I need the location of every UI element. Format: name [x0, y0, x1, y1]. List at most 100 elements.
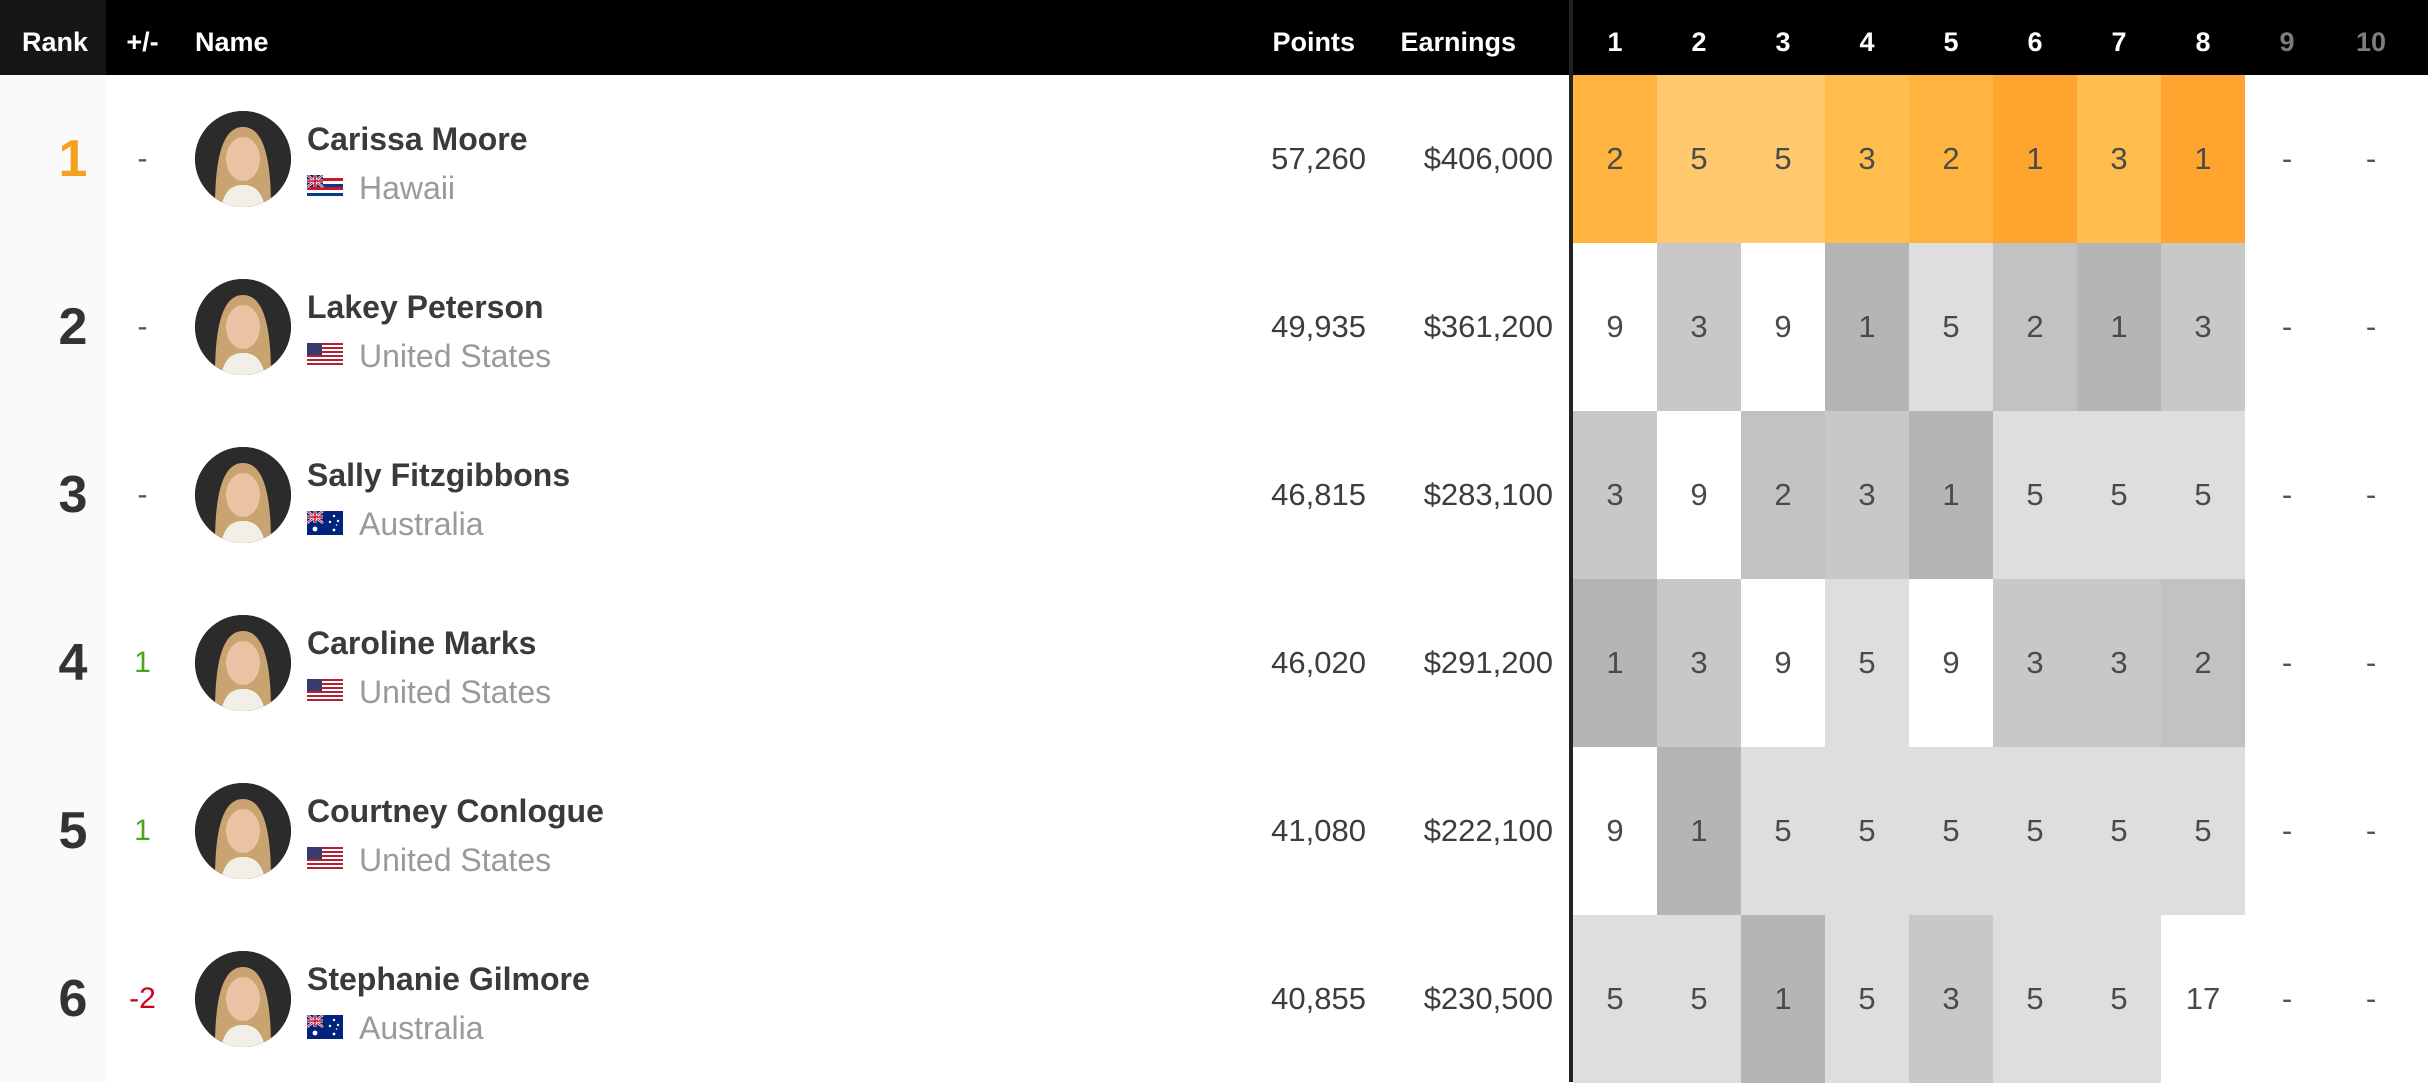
event-result-cell[interactable]: 3: [1993, 579, 2077, 747]
rank-header-background: [0, 0, 106, 75]
event-result-cell[interactable]: 2: [2161, 579, 2245, 747]
event-result-cell[interactable]: 5: [2161, 747, 2245, 915]
event-result-cell[interactable]: 5: [1993, 411, 2077, 579]
athlete-name[interactable]: Stephanie Gilmore: [307, 961, 590, 997]
event-9-column-header[interactable]: 9: [2279, 27, 2295, 57]
event-result-cell[interactable]: 5: [1993, 747, 2077, 915]
event-result-cell[interactable]: 2: [1741, 411, 1825, 579]
event-result-cell[interactable]: 3: [1573, 411, 1657, 579]
event-result-cell[interactable]: 1: [1741, 915, 1825, 1083]
event-7-column-header[interactable]: 7: [2111, 27, 2127, 57]
event-result-cell[interactable]: 1: [1825, 243, 1909, 411]
event-4-column-header[interactable]: 4: [1859, 27, 1875, 57]
athlete-avatar[interactable]: [195, 783, 291, 879]
athlete-name[interactable]: Sally Fitzgibbons: [307, 457, 571, 493]
event-result-cell[interactable]: 5: [2077, 915, 2161, 1083]
rank-change: 1: [134, 646, 151, 679]
athlete-name[interactable]: Caroline Marks: [307, 625, 537, 661]
rank-value: 4: [58, 634, 88, 692]
event-result-cell[interactable]: 1: [1993, 75, 2077, 243]
event-1-column-header[interactable]: 1: [1607, 27, 1623, 57]
event-result-cell[interactable]: 5: [1993, 915, 2077, 1083]
event-result-cell[interactable]: 9: [1573, 747, 1657, 915]
earnings-column-header[interactable]: Earnings: [1400, 27, 1516, 57]
event-result-cell[interactable]: 3: [2161, 243, 2245, 411]
event-result-cell[interactable]: 5: [2077, 411, 2161, 579]
event-result-cell[interactable]: 5: [1657, 75, 1741, 243]
event-result-cell[interactable]: -: [2281, 645, 2293, 680]
event-result-cell[interactable]: -: [2365, 141, 2377, 176]
rank-column-header[interactable]: Rank: [21, 27, 89, 57]
event-result-cell[interactable]: -: [2281, 309, 2293, 344]
event-result-cell[interactable]: 2: [1993, 243, 2077, 411]
athlete-name[interactable]: Lakey Peterson: [307, 289, 544, 325]
event-result-cell[interactable]: 1: [1573, 579, 1657, 747]
table-row[interactable]: 3 - Sally Fitzgibbons Australia 46,815 $283,1…: [0, 411, 2428, 579]
event-8-column-header[interactable]: 8: [2195, 27, 2211, 57]
event-10-column-header[interactable]: 10: [2355, 27, 2387, 57]
event-result-cell[interactable]: 5: [1909, 243, 1993, 411]
event-result-cell[interactable]: 5: [2161, 411, 2245, 579]
event-result-cell[interactable]: 3: [1909, 915, 1993, 1083]
points-column-header[interactable]: Points: [1272, 27, 1355, 57]
event-result-cell[interactable]: -: [2281, 981, 2293, 1016]
event-result-cell[interactable]: 9: [1909, 579, 1993, 747]
event-6-column-header[interactable]: 6: [2027, 27, 2043, 57]
event-result-cell[interactable]: -: [2365, 309, 2377, 344]
results-divider: [1569, 0, 1573, 1082]
event-result-cell[interactable]: 3: [1657, 579, 1741, 747]
table-row[interactable]: 6 -2 Stephanie Gilmore Australia 40,855 $230,…: [0, 915, 2428, 1083]
event-result-cell[interactable]: 2: [1573, 75, 1657, 243]
athlete-avatar[interactable]: [195, 615, 291, 711]
table-row[interactable]: 1- Carissa Moore Hawaii 57,260 $406,000 2 5 5 3 2…: [0, 75, 2428, 243]
name-column-header[interactable]: Name: [195, 27, 269, 57]
athlete-avatar[interactable]: [195, 279, 291, 375]
change-column-header[interactable]: +/-: [126, 27, 159, 57]
event-result-cell[interactable]: 5: [1741, 75, 1825, 243]
hawaii-flag-icon: [307, 175, 343, 199]
table-row[interactable]: 2 - Lakey Peterson United States 49,935 $361,…: [0, 243, 2428, 411]
event-result-cell[interactable]: 5: [1657, 915, 1741, 1083]
event-result-cell[interactable]: 3: [2077, 579, 2161, 747]
event-result-cell[interactable]: -: [2281, 813, 2293, 848]
event-result-cell[interactable]: 5: [1909, 747, 1993, 915]
event-5-column-header[interactable]: 5: [1943, 27, 1959, 57]
country-label: United States: [359, 842, 552, 878]
table-row[interactable]: 4 1 Caroline Marks United States 46,020 $291,…: [0, 579, 2428, 747]
event-3-column-header[interactable]: 3: [1775, 27, 1791, 57]
athlete-name[interactable]: Carissa Moore: [307, 121, 528, 157]
event-result-cell[interactable]: -: [2281, 477, 2293, 512]
event-result-cell[interactable]: 1: [2161, 75, 2245, 243]
event-result-cell[interactable]: 9: [1741, 243, 1825, 411]
event-result-cell[interactable]: 5: [1741, 747, 1825, 915]
event-result-cell[interactable]: 3: [1825, 411, 1909, 579]
event-result-cell[interactable]: 9: [1657, 411, 1741, 579]
event-result-cell[interactable]: 3: [1825, 75, 1909, 243]
event-result-cell[interactable]: 1: [1909, 411, 1993, 579]
event-result-cell[interactable]: -: [2365, 981, 2377, 1016]
event-result-cell[interactable]: -: [2365, 645, 2377, 680]
athlete-avatar[interactable]: [195, 951, 291, 1047]
country-label: Australia: [359, 506, 484, 542]
event-result-cell[interactable]: 3: [2077, 75, 2161, 243]
event-result-cell[interactable]: 17: [2161, 915, 2245, 1083]
event-result-cell[interactable]: 1: [1657, 747, 1741, 915]
event-result-cell[interactable]: 5: [1573, 915, 1657, 1083]
event-result-cell[interactable]: 5: [1825, 915, 1909, 1083]
event-result-cell[interactable]: 2: [1909, 75, 1993, 243]
event-result-cell[interactable]: 5: [1825, 747, 1909, 915]
event-result-cell[interactable]: 3: [1657, 243, 1741, 411]
event-result-cell[interactable]: 1: [2077, 243, 2161, 411]
event-result-cell[interactable]: -: [2365, 813, 2377, 848]
event-result-cell[interactable]: 5: [1825, 579, 1909, 747]
athlete-name[interactable]: Courtney Conlogue: [307, 793, 604, 829]
table-row[interactable]: 5 1 Courtney Conlogue United States 41,080 $2…: [0, 747, 2428, 915]
event-result-cell[interactable]: -: [2281, 141, 2293, 176]
athlete-avatar[interactable]: [195, 447, 291, 543]
athlete-avatar[interactable]: [195, 111, 291, 207]
event-2-column-header[interactable]: 2: [1691, 27, 1707, 57]
event-result-cell[interactable]: 9: [1741, 579, 1825, 747]
event-result-cell[interactable]: -: [2365, 477, 2377, 512]
event-result-cell[interactable]: 5: [2077, 747, 2161, 915]
event-result-cell[interactable]: 9: [1573, 243, 1657, 411]
